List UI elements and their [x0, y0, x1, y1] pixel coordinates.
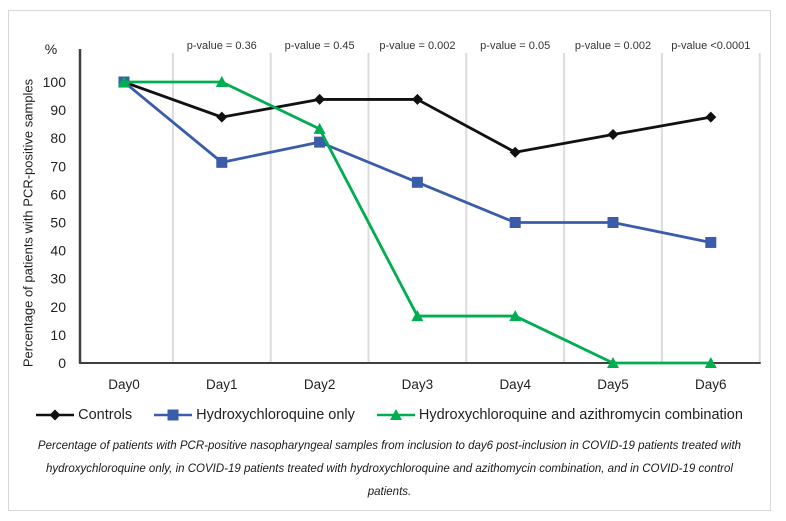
x-tick-label: Day5 — [597, 377, 629, 392]
y-tick-label: 0 — [58, 355, 66, 371]
series-marker-diamond — [509, 146, 521, 158]
series-line-square — [123, 80, 712, 244]
p-value-label: p-value = 0.36 — [187, 40, 257, 52]
y-tick-label: 30 — [50, 271, 66, 287]
p-value-label: p-value = 0.002 — [379, 40, 455, 52]
series-marker-triangle — [118, 76, 130, 87]
series-marker-diamond — [705, 111, 717, 123]
series-marker-diamond — [411, 93, 423, 105]
legend-diamond-icon — [36, 409, 75, 421]
series-marker-square — [411, 176, 423, 188]
series-marker-square — [314, 136, 326, 148]
y-tick-label: 40 — [50, 243, 66, 259]
y-tick-label: 100 — [43, 74, 67, 90]
x-tick-label: Day2 — [304, 377, 336, 392]
series-marker-square — [607, 217, 619, 228]
chart-legend: Controls Hydroxychloroquine only Hydroxych… — [9, 407, 770, 423]
y-tick-label: 70 — [50, 158, 66, 174]
series-marker-triangle — [704, 357, 717, 368]
y-tick-label: 80 — [50, 130, 66, 146]
series-line-diamond — [123, 80, 712, 154]
x-tick-label: Day4 — [499, 377, 531, 392]
series-marker-triangle — [215, 76, 228, 87]
y-tick-label: 50 — [50, 215, 66, 231]
x-tick-label: Day1 — [206, 377, 238, 392]
legend-triangle-icon — [376, 409, 415, 420]
series-marker-triangle — [509, 310, 522, 322]
series-marker-triangle — [411, 310, 424, 322]
figure-caption: Percentage of patients with PCR-positive… — [37, 440, 742, 498]
y-tick-label: 90 — [50, 102, 66, 118]
y-tick-label: 60 — [50, 186, 66, 202]
series-marker-diamond — [607, 129, 619, 141]
series-marker-diamond — [216, 111, 228, 123]
y-tick-label: 20 — [50, 299, 66, 315]
x-tick-label: Day6 — [695, 377, 727, 392]
p-value-label: p-value = 0.002 — [575, 40, 651, 52]
p-value-label: p-value = 0.45 — [285, 40, 355, 52]
legend-item: Controls — [36, 407, 132, 423]
legend-item: Hydroxychloroquine only — [154, 407, 355, 423]
legend-label: Controls — [78, 407, 133, 423]
figure-panel: % Percentage of patients with PCR-positi… — [8, 10, 771, 511]
legend-square-icon — [154, 409, 193, 421]
y-axis-unit-label: % — [44, 41, 58, 57]
p-value-label: p-value <0.0001 — [671, 40, 750, 52]
legend-label: Hydroxychloroquine and azithromycin comb… — [418, 407, 743, 423]
series-marker-square — [705, 236, 717, 248]
line-chart: 0 10 20 30 40 50 60 70 80 90 100 Day0 Day1 Day2 Day3 Da… — [43, 40, 761, 392]
series-marker-square — [509, 217, 521, 228]
series-marker-triangle — [313, 122, 326, 134]
y-tick-label: 10 — [50, 327, 66, 343]
series-marker-square — [216, 156, 228, 168]
x-tick-label: Day0 — [108, 377, 140, 392]
legend-label: Hydroxychloroquine only — [196, 407, 355, 423]
legend-item: Hydroxychloroquine and azithromycin comb… — [376, 407, 743, 423]
series-marker-triangle — [607, 357, 619, 368]
x-tick-label: Day3 — [402, 377, 434, 392]
p-value-label: p-value = 0.05 — [480, 40, 550, 52]
series-marker-diamond — [314, 93, 326, 105]
